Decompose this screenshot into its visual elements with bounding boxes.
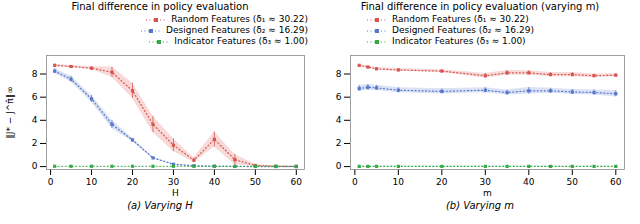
- svg-text:0: 0: [352, 177, 358, 187]
- html-text:Indicator Features (δ₃ ≈ 1.00): Indicator Features (δ₃ ≈ 1.00): [392, 36, 526, 46]
- svg-text:8: 8: [32, 69, 38, 79]
- svg-text:30: 30: [480, 177, 492, 187]
- html-text:Final difference in policy eva: Final difference in policy evaluation (v…: [360, 1, 600, 12]
- svg-text:60: 60: [610, 177, 622, 187]
- svg-text:‖J* − J^π̂‖∞: ‖J* − J^π̂‖∞: [5, 86, 15, 139]
- svg-text:m: m: [483, 188, 492, 198]
- svg-text:40: 40: [209, 177, 221, 187]
- svg-text:0: 0: [336, 161, 342, 171]
- svg-text:10: 10: [86, 177, 98, 187]
- svg-text:4: 4: [336, 115, 342, 125]
- svg-text:30: 30: [168, 177, 180, 187]
- svg-text:60: 60: [291, 177, 303, 187]
- html-text:Random Features (δ₁ ≈ 30.22): Random Features (δ₁ ≈ 30.22): [392, 14, 529, 24]
- html-text:(b) Varying m: (b) Varying m: [446, 200, 514, 211]
- html-text:(a) Varying H: (a) Varying H: [127, 200, 193, 211]
- svg-text:50: 50: [250, 177, 262, 187]
- svg-text:4: 4: [32, 115, 38, 125]
- svg-text:8: 8: [336, 69, 342, 79]
- svg-text:10: 10: [393, 177, 405, 187]
- svg-text:20: 20: [436, 177, 448, 187]
- svg-text:20: 20: [127, 177, 139, 187]
- html-text:Designed Features (δ₂ ≈ 16.29): Designed Features (δ₂ ≈ 16.29): [166, 25, 308, 35]
- html-text:Designed Features (δ₂ ≈ 16.29): Designed Features (δ₂ ≈ 16.29): [392, 25, 534, 35]
- svg-text:50: 50: [567, 177, 579, 187]
- svg-text:H: H: [172, 188, 179, 198]
- svg-text:6: 6: [336, 92, 342, 102]
- html-text:Random Features (δ₁ ≈ 30.22): Random Features (δ₁ ≈ 30.22): [171, 14, 308, 24]
- svg-text:40: 40: [523, 177, 535, 187]
- svg-text:6: 6: [32, 92, 38, 102]
- html-text:Final difference in policy eva: Final difference in policy evaluation: [71, 1, 249, 12]
- svg-text:2: 2: [32, 138, 38, 148]
- svg-text:0: 0: [32, 161, 38, 171]
- html-text:Indicator Features (δ₃ ≈ 1.00): Indicator Features (δ₃ ≈ 1.00): [174, 36, 308, 46]
- svg-text:2: 2: [336, 138, 342, 148]
- svg-text:0: 0: [48, 177, 54, 187]
